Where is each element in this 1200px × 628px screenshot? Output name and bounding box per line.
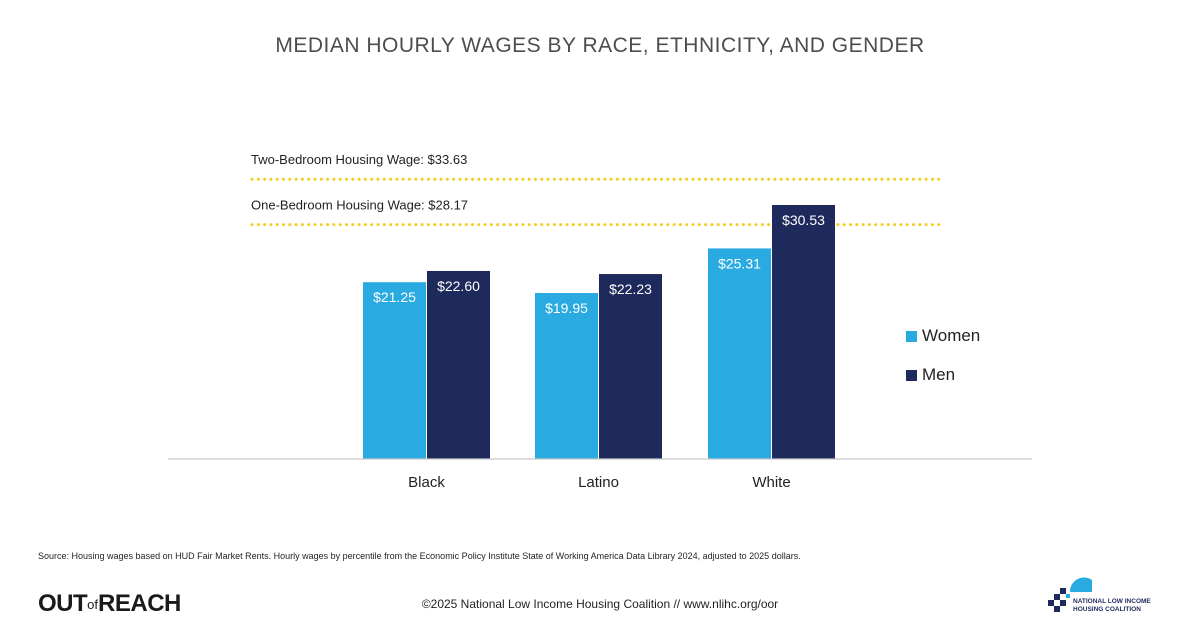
x-tick-labels: Black Latino White	[408, 474, 791, 491]
source-note: Source: Housing wages based on HUD Fair …	[38, 551, 801, 561]
data-label-latino-men: $22.23	[609, 281, 652, 297]
data-label-latino-women: $19.95	[545, 300, 588, 316]
bar-white-men	[772, 204, 835, 459]
nlihc-name: NATIONAL LOW INCOME HOUSING COALITION	[1073, 598, 1151, 614]
copyright-text: ©2025 National Low Income Housing Coalit…	[421, 597, 779, 611]
nlihc-name-line1: NATIONAL LOW INCOME	[1073, 598, 1151, 605]
legend: Women Men	[906, 326, 980, 404]
legend-label-men: Men	[922, 365, 956, 384]
data-label-white-men: $30.53	[782, 212, 825, 228]
logo-word-of: of	[87, 597, 99, 612]
logo-word-out: OUT	[38, 590, 88, 617]
out-of-reach-logo: OUTofREACH	[38, 590, 181, 618]
nlihc-house-icon	[1048, 577, 1092, 612]
legend-item-women: Women	[906, 326, 980, 346]
nlihc-name-line2: HOUSING COALITION	[1073, 606, 1141, 613]
x-tick-label-black: Black	[408, 474, 445, 491]
data-label-black-women: $21.25	[373, 289, 416, 305]
legend-swatch-men	[906, 369, 917, 381]
legend-label-women: Women	[922, 326, 981, 345]
data-label-black-men: $22.60	[437, 278, 480, 294]
bar-black-women	[363, 282, 426, 459]
reference-line-label-1: One-Bedroom Housing Wage: $28.17	[251, 198, 468, 213]
bar-latino-men	[599, 274, 662, 459]
legend-item-men: Men	[906, 365, 980, 385]
bar-white-women	[708, 248, 771, 459]
x-tick-label-white: White	[752, 474, 790, 491]
bar-latino-women	[535, 293, 598, 459]
logo-word-reach: REACH	[98, 590, 181, 617]
reference-line-label-0: Two-Bedroom Housing Wage: $33.63	[251, 152, 467, 167]
nlihc-logo: NATIONAL LOW INCOME HOUSING COALITION	[1048, 576, 1168, 620]
chart-title: MEDIAN HOURLY WAGES BY RACE, ETHNICITY, …	[275, 34, 925, 57]
bars: $21.25 $22.60 $19.95 $22.23 $25.31 $30.53	[363, 204, 835, 459]
x-tick-label-latino: Latino	[578, 474, 619, 491]
reference-lines: Two-Bedroom Housing Wage: $33.63 One-Bedr…	[250, 152, 944, 227]
bar-black-men	[427, 270, 490, 459]
data-label-white-women: $25.31	[718, 255, 761, 271]
legend-swatch-women	[906, 330, 917, 342]
